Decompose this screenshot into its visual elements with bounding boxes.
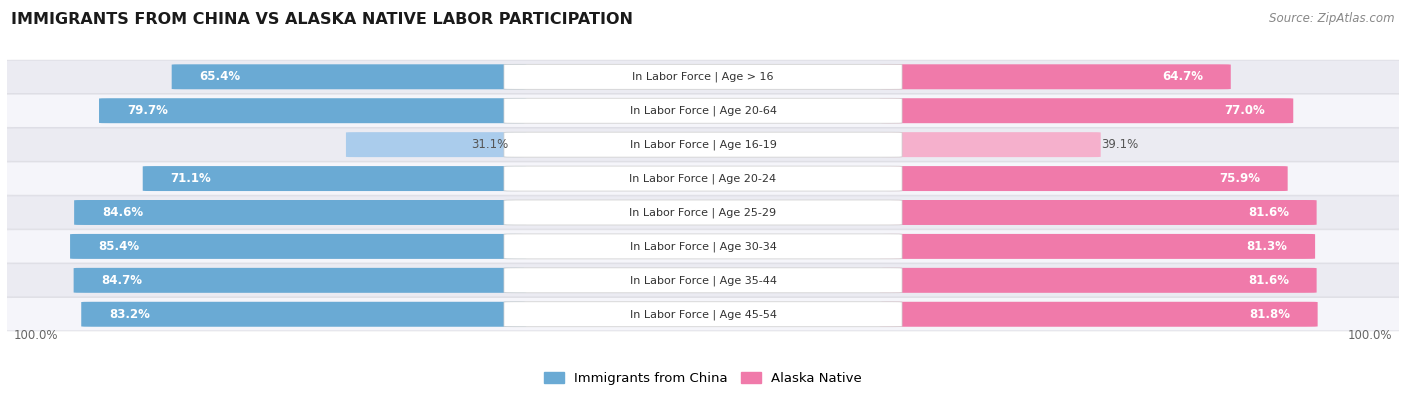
FancyBboxPatch shape — [503, 98, 903, 123]
Legend: Immigrants from China, Alaska Native: Immigrants from China, Alaska Native — [544, 372, 862, 385]
Text: 65.4%: 65.4% — [200, 70, 240, 83]
Text: In Labor Force | Age 25-29: In Labor Force | Age 25-29 — [630, 207, 776, 218]
FancyBboxPatch shape — [0, 298, 1406, 331]
FancyBboxPatch shape — [880, 64, 1230, 89]
Text: 64.7%: 64.7% — [1161, 70, 1204, 83]
Text: IMMIGRANTS FROM CHINA VS ALASKA NATIVE LABOR PARTICIPATION: IMMIGRANTS FROM CHINA VS ALASKA NATIVE L… — [11, 12, 633, 27]
FancyBboxPatch shape — [75, 200, 526, 225]
Text: 81.6%: 81.6% — [1247, 274, 1289, 287]
Text: 83.2%: 83.2% — [110, 308, 150, 321]
FancyBboxPatch shape — [880, 132, 1101, 157]
Text: 84.7%: 84.7% — [101, 274, 142, 287]
Text: In Labor Force | Age > 16: In Labor Force | Age > 16 — [633, 71, 773, 82]
FancyBboxPatch shape — [0, 264, 1406, 297]
FancyBboxPatch shape — [98, 98, 526, 123]
FancyBboxPatch shape — [0, 60, 1406, 93]
FancyBboxPatch shape — [880, 200, 1316, 225]
Text: 71.1%: 71.1% — [170, 172, 211, 185]
FancyBboxPatch shape — [880, 234, 1315, 259]
Text: 77.0%: 77.0% — [1225, 104, 1265, 117]
FancyBboxPatch shape — [503, 64, 903, 89]
FancyBboxPatch shape — [880, 166, 1288, 191]
FancyBboxPatch shape — [0, 230, 1406, 263]
FancyBboxPatch shape — [880, 268, 1316, 293]
FancyBboxPatch shape — [0, 196, 1406, 229]
Text: 81.8%: 81.8% — [1249, 308, 1289, 321]
FancyBboxPatch shape — [503, 132, 903, 157]
Text: In Labor Force | Age 35-44: In Labor Force | Age 35-44 — [630, 275, 776, 286]
FancyBboxPatch shape — [172, 64, 526, 89]
FancyBboxPatch shape — [73, 268, 526, 293]
FancyBboxPatch shape — [503, 234, 903, 259]
FancyBboxPatch shape — [143, 166, 526, 191]
Text: 85.4%: 85.4% — [98, 240, 139, 253]
Text: Source: ZipAtlas.com: Source: ZipAtlas.com — [1270, 12, 1395, 25]
FancyBboxPatch shape — [503, 166, 903, 191]
FancyBboxPatch shape — [0, 128, 1406, 161]
Text: In Labor Force | Age 30-34: In Labor Force | Age 30-34 — [630, 241, 776, 252]
Text: 39.1%: 39.1% — [1101, 138, 1137, 151]
Text: In Labor Force | Age 45-54: In Labor Force | Age 45-54 — [630, 309, 776, 320]
Text: 75.9%: 75.9% — [1219, 172, 1260, 185]
FancyBboxPatch shape — [346, 132, 526, 157]
FancyBboxPatch shape — [880, 302, 1317, 327]
Text: 100.0%: 100.0% — [1347, 329, 1392, 342]
Text: 84.6%: 84.6% — [103, 206, 143, 219]
Text: 31.1%: 31.1% — [471, 138, 508, 151]
Text: 81.3%: 81.3% — [1246, 240, 1288, 253]
FancyBboxPatch shape — [880, 98, 1294, 123]
Text: 79.7%: 79.7% — [127, 104, 167, 117]
FancyBboxPatch shape — [503, 268, 903, 293]
Text: In Labor Force | Age 16-19: In Labor Force | Age 16-19 — [630, 139, 776, 150]
FancyBboxPatch shape — [0, 94, 1406, 127]
Text: 100.0%: 100.0% — [14, 329, 59, 342]
FancyBboxPatch shape — [503, 302, 903, 327]
FancyBboxPatch shape — [82, 302, 526, 327]
FancyBboxPatch shape — [70, 234, 526, 259]
Text: 81.6%: 81.6% — [1247, 206, 1289, 219]
Text: In Labor Force | Age 20-64: In Labor Force | Age 20-64 — [630, 105, 776, 116]
FancyBboxPatch shape — [503, 200, 903, 225]
FancyBboxPatch shape — [0, 162, 1406, 195]
Text: In Labor Force | Age 20-24: In Labor Force | Age 20-24 — [630, 173, 776, 184]
